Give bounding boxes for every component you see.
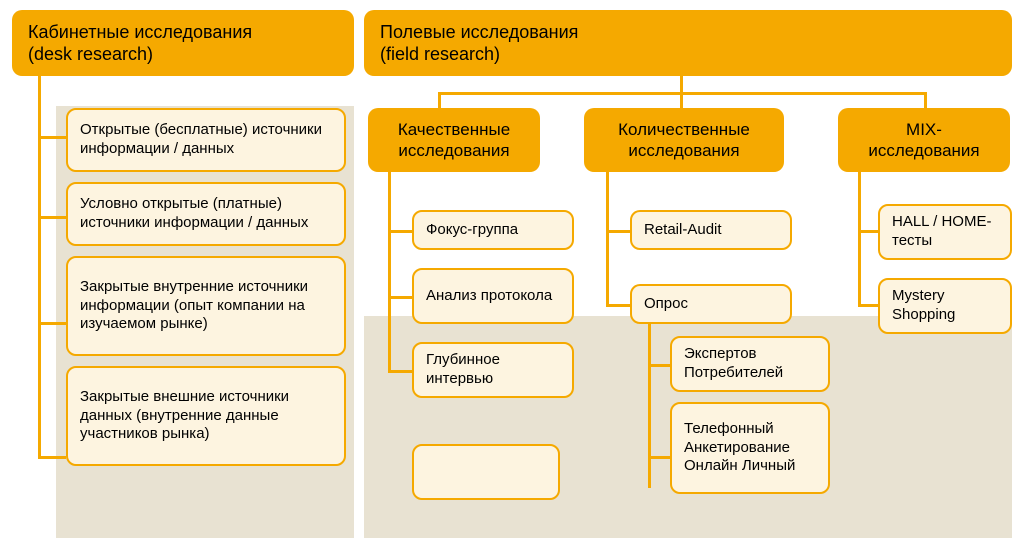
conn-field-d2 xyxy=(680,92,683,108)
conn-qual-trunk xyxy=(388,172,391,372)
field-title-l2: (field research) xyxy=(380,43,578,66)
conn-desk-b2 xyxy=(38,216,66,219)
quant-item-2: Опрос xyxy=(630,284,792,324)
conn-qual-b2 xyxy=(388,296,412,299)
conn-mix-b1 xyxy=(858,230,878,233)
conn-desk-b3 xyxy=(38,322,66,325)
quant-header: Количественные исследования xyxy=(584,108,784,172)
conn-desk-b4 xyxy=(38,456,66,459)
quant-item-3: Экспертов Потребителей xyxy=(670,336,830,392)
conn-quant-b1 xyxy=(606,230,630,233)
desk-item-4: Закрытые внешние источники данных (внутр… xyxy=(66,366,346,466)
conn-survey-b1 xyxy=(648,364,670,367)
desk-header: Кабинетные исследования (desk research) xyxy=(12,10,354,76)
conn-qual-b1 xyxy=(388,230,412,233)
desk-item-2: Условно открытые (платные) источники инф… xyxy=(66,182,346,246)
conn-quant-b2 xyxy=(606,304,630,307)
qual-item-3: Глубинное интервью xyxy=(412,342,574,398)
qual-item-1: Фокус-группа xyxy=(412,210,574,250)
conn-field-d3 xyxy=(924,92,927,108)
mix-item-1: HALL / HOME-тесты xyxy=(878,204,1012,260)
desk-title-l1: Кабинетные исследования xyxy=(28,21,252,44)
desk-item-3: Закрытые внутренние источники информации… xyxy=(66,256,346,356)
quant-item-1: Retail-Audit xyxy=(630,210,792,250)
empty-box xyxy=(412,444,560,500)
field-header: Полевые исследования (field research) xyxy=(364,10,1012,76)
conn-mix-b2 xyxy=(858,304,878,307)
conn-desk-trunk xyxy=(38,76,41,456)
quant-item-4: Телефонный Анкетирование Онлайн Личный xyxy=(670,402,830,494)
qual-header: Качественные исследования xyxy=(368,108,540,172)
field-title-l1: Полевые исследования xyxy=(380,21,578,44)
conn-quant-trunk xyxy=(606,172,609,304)
desk-item-1: Открытые (бесплатные) источники информац… xyxy=(66,108,346,172)
conn-field-d1 xyxy=(438,92,441,108)
conn-desk-b1 xyxy=(38,136,66,139)
conn-qual-b3 xyxy=(388,370,412,373)
mix-header: MIX-исследования xyxy=(838,108,1010,172)
conn-survey-b2 xyxy=(648,456,670,459)
desk-title-l2: (desk research) xyxy=(28,43,252,66)
mix-item-2: Mystery Shopping xyxy=(878,278,1012,334)
conn-survey-trunk xyxy=(648,324,651,488)
qual-item-2: Анализ протокола xyxy=(412,268,574,324)
conn-mix-trunk xyxy=(858,172,861,304)
